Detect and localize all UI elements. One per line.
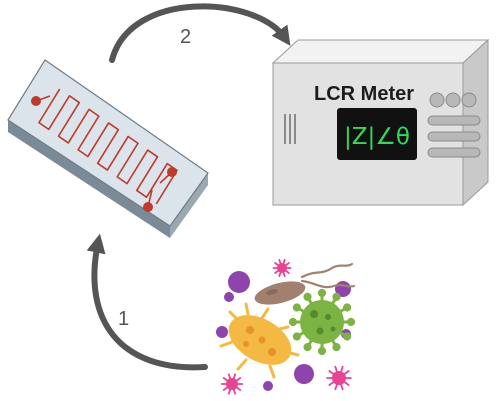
pink-spore [220,373,244,395]
step-1-label: 1 [118,308,129,330]
device-readout: |Z|∠θ [344,124,410,150]
knob-3 [461,92,477,108]
microbes-cluster [216,259,356,395]
knob-1 [429,92,445,108]
step-2-label: 2 [180,26,191,48]
yellow-bacillus [219,302,300,379]
sensor-chip [7,59,209,238]
purple-coccus [294,364,314,384]
green-virus [288,288,356,356]
electrode-pad-3 [143,202,153,212]
panel-button-3 [427,147,481,158]
pink-spore [272,259,292,277]
electrode-pad-1 [31,96,41,106]
purple-coccus [263,381,273,391]
step-1-arrow [86,233,208,371]
device-title: LCR Meter [314,83,414,105]
purple-coccus [216,326,228,338]
vent-slots [284,114,296,144]
brown-bacillus [254,262,356,305]
step-2-arrow [109,3,291,63]
lcr-meter: LCR Meter |Z|∠θ [271,38,490,207]
knob-2 [445,92,461,108]
panel-button-2 [427,131,481,142]
pink-spore [326,365,352,391]
purple-coccus [228,271,250,293]
panel-button-1 [427,115,481,126]
purple-coccus [224,292,234,302]
device-display [337,108,417,160]
electrode-pad-2 [167,167,177,177]
